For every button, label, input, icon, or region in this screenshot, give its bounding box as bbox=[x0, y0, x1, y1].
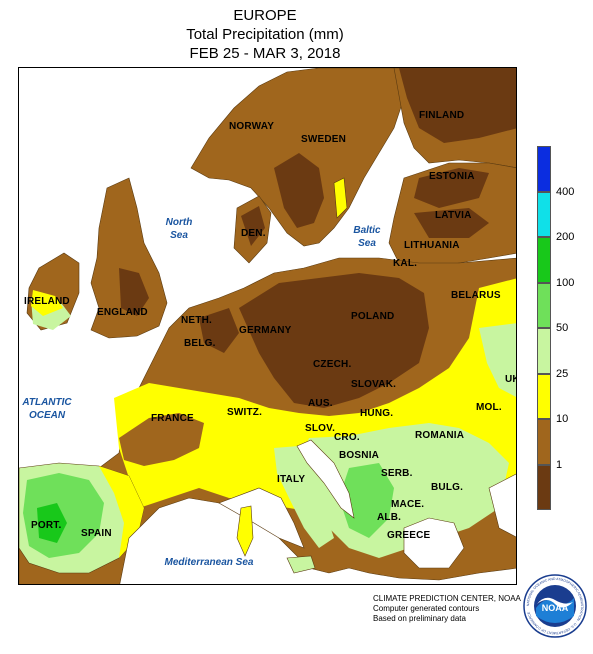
label-portugal: PORT. bbox=[31, 520, 62, 531]
central-europe-dark-zone bbox=[239, 273, 429, 408]
italy-wet-zone bbox=[274, 446, 334, 548]
legend-swatch-r50-100 bbox=[537, 282, 551, 328]
gotland-island bbox=[333, 177, 348, 219]
credit-method: Computer generated contours bbox=[373, 604, 480, 613]
label-czech: CZECH. bbox=[313, 359, 352, 370]
label-lithuania: LITHUANIA bbox=[404, 240, 460, 251]
noaa-logo-icon: NOAA NATIONAL OCEANIC AND ATMOSPHERIC AD… bbox=[523, 574, 587, 638]
label-bulgaria: BULG. bbox=[431, 482, 464, 493]
legend-swatch-r200-400 bbox=[537, 191, 551, 237]
england-dark-zone bbox=[119, 268, 149, 316]
label-hungary: HUNG. bbox=[360, 408, 394, 419]
france-brown-zone bbox=[119, 413, 204, 466]
label-mediterranean-sea: Mediterranean Sea bbox=[164, 557, 254, 568]
legend-tick-200: 200 bbox=[556, 231, 575, 243]
portugal-heavy-zone bbox=[37, 503, 67, 543]
label-moldova: MOL. bbox=[476, 402, 502, 413]
sicily bbox=[286, 555, 316, 574]
aegean-sea bbox=[403, 517, 465, 569]
label-belgium: BELG. bbox=[184, 338, 216, 349]
label-germany: GERMANY bbox=[239, 325, 292, 336]
label-sweden: SWEDEN bbox=[301, 134, 347, 145]
legend-swatch-r25-50 bbox=[537, 328, 551, 374]
mediterranean-sea bbox=[119, 497, 516, 584]
legend-tick-400: 400 bbox=[556, 185, 575, 198]
label-ukraine: UKR. bbox=[505, 374, 516, 385]
ireland-yellow-zone bbox=[31, 290, 63, 316]
label-austria: AUS. bbox=[308, 398, 333, 409]
legend-tick-10: 10 bbox=[556, 413, 569, 425]
credits: CLIMATE PREDICTION CENTER, NOAA Computer… bbox=[373, 594, 521, 624]
legend-swatch-r10-25 bbox=[537, 373, 551, 419]
label-kaliningrad: KAL. bbox=[393, 258, 418, 269]
adriatic-sea bbox=[296, 439, 355, 519]
label-belarus: BELARUS bbox=[451, 290, 501, 301]
estonia-dark-zone bbox=[414, 168, 489, 208]
title-region: EUROPE bbox=[233, 7, 297, 24]
label-ireland: IRELAND bbox=[24, 296, 70, 307]
label-baltic-sea: Baltic Sea bbox=[353, 225, 381, 249]
label-latvia: LATVIA bbox=[435, 210, 472, 221]
balkans-very-wet-zone bbox=[339, 463, 394, 538]
label-denmark: DEN. bbox=[241, 228, 266, 239]
label-slovenia: SLOV. bbox=[305, 423, 336, 434]
label-finland: FINLAND bbox=[419, 110, 465, 121]
label-slovakia: SLOVAK. bbox=[351, 379, 397, 390]
precipitation-legend bbox=[537, 146, 551, 510]
latvia-dark-zone bbox=[414, 208, 489, 238]
corsica-sardinia bbox=[236, 505, 254, 557]
label-estonia: ESTONIA bbox=[429, 171, 475, 182]
label-italy: ITALY bbox=[277, 474, 306, 485]
label-switzerland: SWITZ. bbox=[227, 407, 263, 418]
label-bosnia: BOSNIA bbox=[339, 450, 380, 461]
label-spain: SPAIN bbox=[81, 528, 112, 539]
belarus-wet-zone bbox=[479, 323, 516, 397]
label-macedonia: MACE. bbox=[391, 499, 425, 510]
legend-tick-50: 50 bbox=[556, 322, 569, 334]
legend-swatch-gt400 bbox=[537, 146, 551, 192]
label-greece: GREECE bbox=[387, 530, 431, 541]
legend-swatch-lt1 bbox=[537, 464, 551, 510]
label-north-sea: North Sea bbox=[165, 217, 193, 241]
label-france: FRANCE bbox=[151, 413, 194, 424]
legend-tick-100: 100 bbox=[556, 276, 575, 289]
logo-text: NOAA bbox=[542, 603, 569, 613]
title-variable: Total Precipitation (mm) bbox=[186, 26, 344, 43]
label-england: ENGLAND bbox=[97, 307, 148, 318]
label-albania: ALB. bbox=[377, 512, 402, 523]
label-poland: POLAND bbox=[351, 311, 395, 322]
denmark-dark-zone bbox=[241, 206, 265, 246]
legend-tick-25: 25 bbox=[556, 367, 569, 380]
map-canvas bbox=[19, 68, 516, 584]
germany-dark-pocket bbox=[199, 308, 239, 353]
scandinavia-dark-zone bbox=[274, 153, 324, 228]
precipitation-map: NORWAY SWEDEN FINLAND ESTONIA LATVIA LIT… bbox=[18, 67, 517, 585]
credit-note: Based on preliminary data bbox=[373, 614, 466, 623]
tyrrhenian-sea bbox=[218, 487, 305, 549]
label-croatia: CRO. bbox=[334, 432, 360, 443]
legend-swatch-r100-200 bbox=[537, 237, 551, 283]
legend-tick-1: 1 bbox=[556, 458, 563, 471]
label-atlantic-ocean: ATLANTIC OCEAN bbox=[22, 397, 72, 421]
credit-source: CLIMATE PREDICTION CENTER, NOAA bbox=[373, 594, 521, 603]
title-dates: FEB 25 - MAR 3, 2018 bbox=[189, 45, 341, 62]
finland-dark-zone bbox=[399, 68, 516, 143]
label-romania: ROMANIA bbox=[415, 430, 465, 441]
map-title: EUROPE Total Precipitation (mm) FEB 25 -… bbox=[0, 6, 530, 63]
label-norway: NORWAY bbox=[229, 121, 275, 132]
label-serbia: SERB. bbox=[381, 468, 413, 479]
legend-swatch-r1-10 bbox=[537, 419, 551, 465]
label-netherlands: NETH. bbox=[181, 315, 212, 326]
black-sea bbox=[488, 473, 516, 538]
